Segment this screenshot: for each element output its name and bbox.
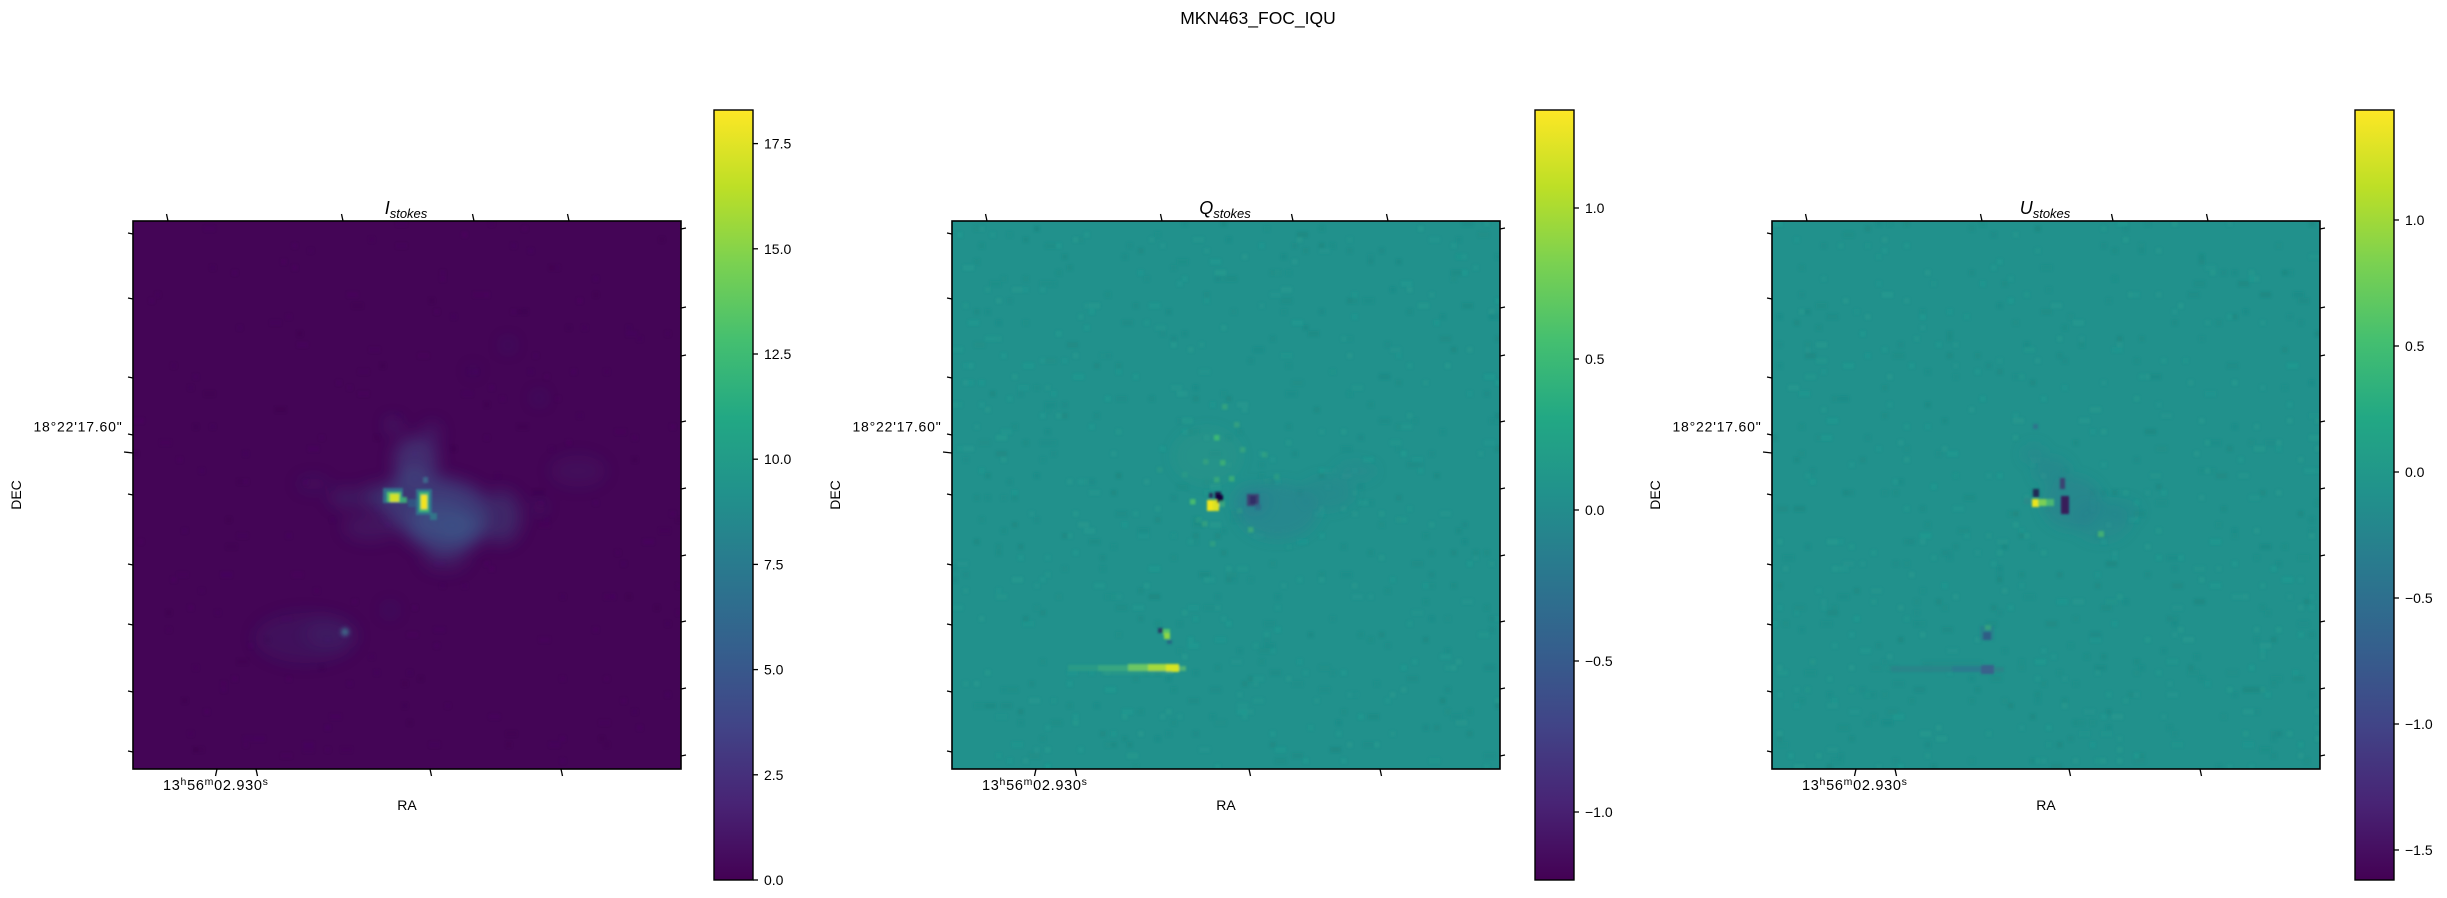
svg-text:18°22'17.60": 18°22'17.60" (33, 419, 122, 435)
svg-text:RA: RA (2036, 797, 2056, 813)
svg-text:1.0: 1.0 (1585, 200, 1605, 216)
svg-text:12.5: 12.5 (764, 346, 791, 362)
svg-text:13h56m02.930s: 13h56m02.930s (1802, 776, 1908, 794)
svg-text:Ustokes: Ustokes (2020, 198, 2071, 221)
svg-text:0.0: 0.0 (2405, 464, 2425, 480)
svg-text:RA: RA (397, 797, 417, 813)
svg-text:−0.5: −0.5 (2405, 590, 2433, 606)
svg-text:−0.5: −0.5 (1585, 653, 1613, 669)
svg-text:5.0: 5.0 (764, 662, 784, 678)
svg-text:2.5: 2.5 (764, 767, 784, 783)
svg-text:DEC: DEC (8, 480, 24, 510)
svg-text:−1.5: −1.5 (2405, 842, 2433, 858)
svg-text:13h56m02.930s: 13h56m02.930s (163, 776, 269, 794)
svg-text:13h56m02.930s: 13h56m02.930s (982, 776, 1088, 794)
svg-text:0.0: 0.0 (764, 872, 784, 888)
svg-text:DEC: DEC (827, 480, 843, 510)
svg-text:MKN463_FOC_IQU: MKN463_FOC_IQU (1180, 8, 1336, 29)
svg-text:17.5: 17.5 (764, 136, 791, 152)
svg-text:RA: RA (1216, 797, 1236, 813)
svg-text:18°22'17.60": 18°22'17.60" (1672, 419, 1761, 435)
svg-text:10.0: 10.0 (764, 451, 791, 467)
svg-text:DEC: DEC (1647, 480, 1663, 510)
svg-text:7.5: 7.5 (764, 556, 784, 572)
svg-text:−1.0: −1.0 (1585, 804, 1613, 820)
svg-text:−1.0: −1.0 (2405, 716, 2433, 732)
svg-text:0.5: 0.5 (2405, 338, 2425, 354)
svg-text:Istokes: Istokes (385, 198, 428, 221)
svg-text:Qstokes: Qstokes (1199, 198, 1251, 221)
svg-text:0.5: 0.5 (1585, 351, 1605, 367)
svg-text:0.0: 0.0 (1585, 502, 1605, 518)
svg-text:18°22'17.60": 18°22'17.60" (852, 419, 941, 435)
svg-text:15.0: 15.0 (764, 241, 791, 257)
svg-text:1.0: 1.0 (2405, 212, 2425, 228)
